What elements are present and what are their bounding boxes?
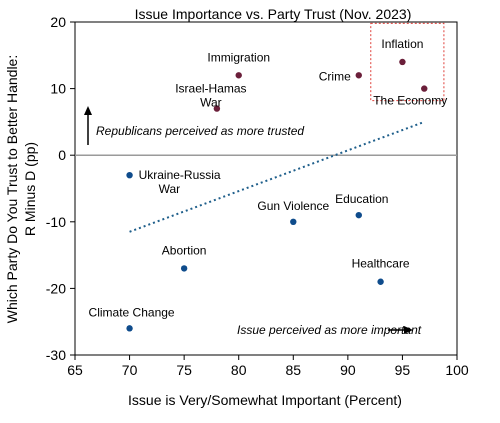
point-label: The Economy bbox=[373, 94, 447, 108]
point-label: Gun Violence bbox=[257, 199, 329, 213]
x-tick-label: 80 bbox=[231, 362, 247, 378]
x-tick-label: 75 bbox=[176, 362, 192, 378]
point-label: Crime bbox=[319, 69, 351, 83]
data-point bbox=[290, 218, 297, 225]
data-point bbox=[235, 72, 242, 79]
up-arrow-head bbox=[84, 106, 92, 115]
data-point bbox=[126, 171, 133, 179]
annotation-republicans-trusted: Republicans perceived as more trusted bbox=[96, 124, 304, 138]
plot-area: 65 70 75 80 85 90 95 100 -30 -20 -10 0 10 20 Republica… bbox=[46, 14, 469, 378]
x-tick-label: 65 bbox=[67, 362, 83, 378]
x-tick-label: 85 bbox=[285, 362, 301, 378]
chart-title: Issue Importance vs. Party Trust (Nov. 2… bbox=[135, 6, 412, 22]
annotation-more-important: Issue perceived as more important bbox=[237, 323, 422, 337]
x-tick-label: 90 bbox=[340, 362, 356, 378]
point-label: Climate Change bbox=[89, 305, 175, 319]
y-axis-title-line1: Which Party Do You Trust to Better Handl… bbox=[4, 55, 20, 323]
x-tick-label: 100 bbox=[445, 362, 469, 378]
y-tick-label: -20 bbox=[46, 280, 66, 296]
point-label: Education bbox=[335, 192, 388, 206]
x-tick-label: 95 bbox=[395, 362, 411, 378]
point-label: Immigration bbox=[207, 50, 270, 64]
point-label: Ukraine-Russia War bbox=[139, 168, 221, 196]
point-label: Inflation bbox=[381, 37, 423, 51]
point-label: Abortion bbox=[162, 243, 207, 257]
point-label: Healthcare bbox=[352, 257, 410, 271]
highlight-box bbox=[370, 22, 445, 102]
y-axis-title-line2: R Minus D (pp) bbox=[22, 142, 38, 236]
plot-frame bbox=[74, 21, 458, 356]
y-tick-label: -10 bbox=[46, 214, 66, 230]
y-tick-label: 0 bbox=[58, 147, 66, 163]
data-point bbox=[355, 72, 362, 79]
y-tick-label: -30 bbox=[46, 347, 66, 363]
data-point bbox=[399, 58, 406, 66]
point-label: Israel-Hamas War bbox=[175, 82, 246, 110]
x-tick-label: 70 bbox=[122, 362, 138, 378]
data-point bbox=[355, 211, 362, 219]
y-tick-label: 20 bbox=[50, 14, 66, 30]
data-point bbox=[180, 265, 188, 272]
x-axis-title: Issue is Very/Somewhat Important (Percen… bbox=[128, 392, 402, 408]
data-point bbox=[421, 85, 428, 92]
data-point bbox=[126, 325, 133, 332]
data-point bbox=[213, 105, 221, 112]
y-tick-label: 10 bbox=[50, 81, 66, 97]
right-arrow-head bbox=[404, 326, 413, 334]
data-point bbox=[377, 278, 384, 285]
